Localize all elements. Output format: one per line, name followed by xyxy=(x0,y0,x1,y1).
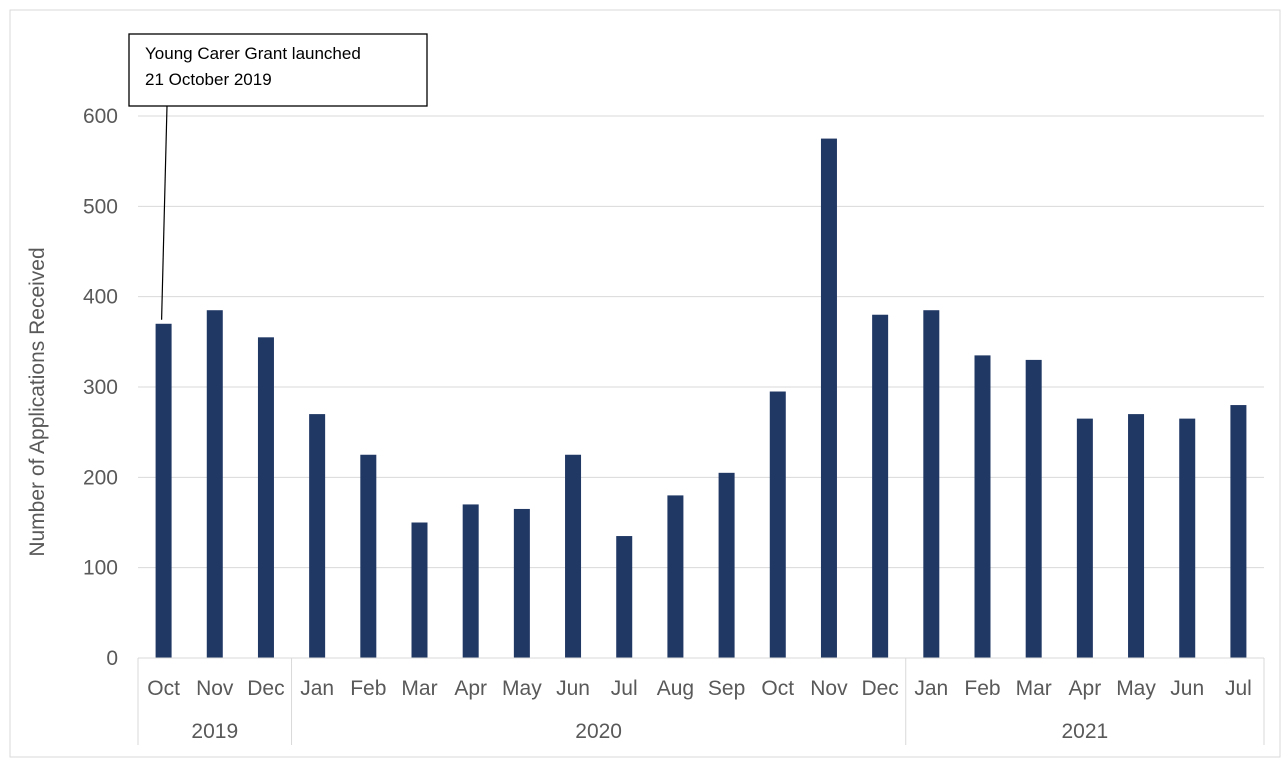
x-tick-label: Dec xyxy=(247,677,284,700)
y-tick-label: 400 xyxy=(83,286,118,309)
bar xyxy=(769,391,786,658)
x-tick-label: Apr xyxy=(454,677,487,700)
year-label: 2020 xyxy=(575,720,622,743)
bar xyxy=(872,314,889,658)
x-tick-label: Nov xyxy=(810,677,848,700)
x-tick-label: Jun xyxy=(1170,677,1204,700)
bar xyxy=(206,310,223,658)
bar xyxy=(155,323,172,658)
bar xyxy=(1076,418,1093,658)
year-label: 2019 xyxy=(191,720,238,743)
gridlines xyxy=(138,115,1264,569)
bar xyxy=(309,414,326,658)
annotation-leader-line xyxy=(160,105,168,320)
bar xyxy=(462,504,479,658)
bar xyxy=(616,536,633,658)
x-tick-label: Jan xyxy=(300,677,334,700)
year-label: 2021 xyxy=(1062,720,1109,743)
x-tick-label: Jul xyxy=(611,677,638,700)
bar xyxy=(718,472,735,658)
bar xyxy=(667,495,684,658)
bar xyxy=(360,454,377,658)
bar xyxy=(565,454,582,658)
x-tick-label: Oct xyxy=(761,677,794,700)
x-tick-label: Jul xyxy=(1225,677,1252,700)
y-axis-title: Number of Applications Received xyxy=(26,247,49,556)
y-axis-ticks: 0 100 200 300 400 500 600 xyxy=(83,105,118,670)
bar xyxy=(820,138,837,659)
x-tick-label: Aug xyxy=(657,677,694,700)
annotation: Young Carer Grant launched 21 October 201… xyxy=(128,33,428,320)
x-axis: Oct Nov Dec Jan Feb Mar Apr May Jun Jul Aug Sep Oct N… xyxy=(137,657,1265,745)
x-tick-label: Mar xyxy=(401,677,437,700)
bar xyxy=(257,337,274,658)
annotation-text-line: Young Carer Grant launched xyxy=(145,44,361,63)
x-tick-label: Jun xyxy=(556,677,590,700)
bar xyxy=(974,355,991,658)
x-tick-label: Nov xyxy=(196,677,234,700)
x-tick-label: Oct xyxy=(147,677,180,700)
y-tick-label: 500 xyxy=(83,195,118,218)
bar xyxy=(1230,405,1247,658)
y-tick-label: 300 xyxy=(83,376,118,399)
x-tick-label: Apr xyxy=(1069,677,1102,700)
x-tick-label: Mar xyxy=(1016,677,1052,700)
y-tick-label: 600 xyxy=(83,105,118,128)
annotation-box xyxy=(128,33,428,107)
y-tick-label: 200 xyxy=(83,466,118,489)
x-tick-label: Feb xyxy=(964,677,1000,700)
bar xyxy=(1179,418,1196,658)
y-tick-label: 0 xyxy=(106,647,118,670)
bars xyxy=(155,138,1247,659)
x-tick-label: Dec xyxy=(861,677,898,700)
bar xyxy=(1025,359,1042,658)
bar xyxy=(411,522,428,658)
bar xyxy=(923,310,940,658)
y-tick-label: 100 xyxy=(83,557,118,580)
x-tick-label: May xyxy=(502,677,542,700)
x-tick-label: Sep xyxy=(708,677,745,700)
bar xyxy=(513,508,530,658)
x-tick-label: May xyxy=(1116,677,1156,700)
x-tick-label: Jan xyxy=(914,677,948,700)
bar xyxy=(1128,414,1145,658)
annotation-text-line: 21 October 2019 xyxy=(145,70,272,89)
x-tick-label: Feb xyxy=(350,677,386,700)
